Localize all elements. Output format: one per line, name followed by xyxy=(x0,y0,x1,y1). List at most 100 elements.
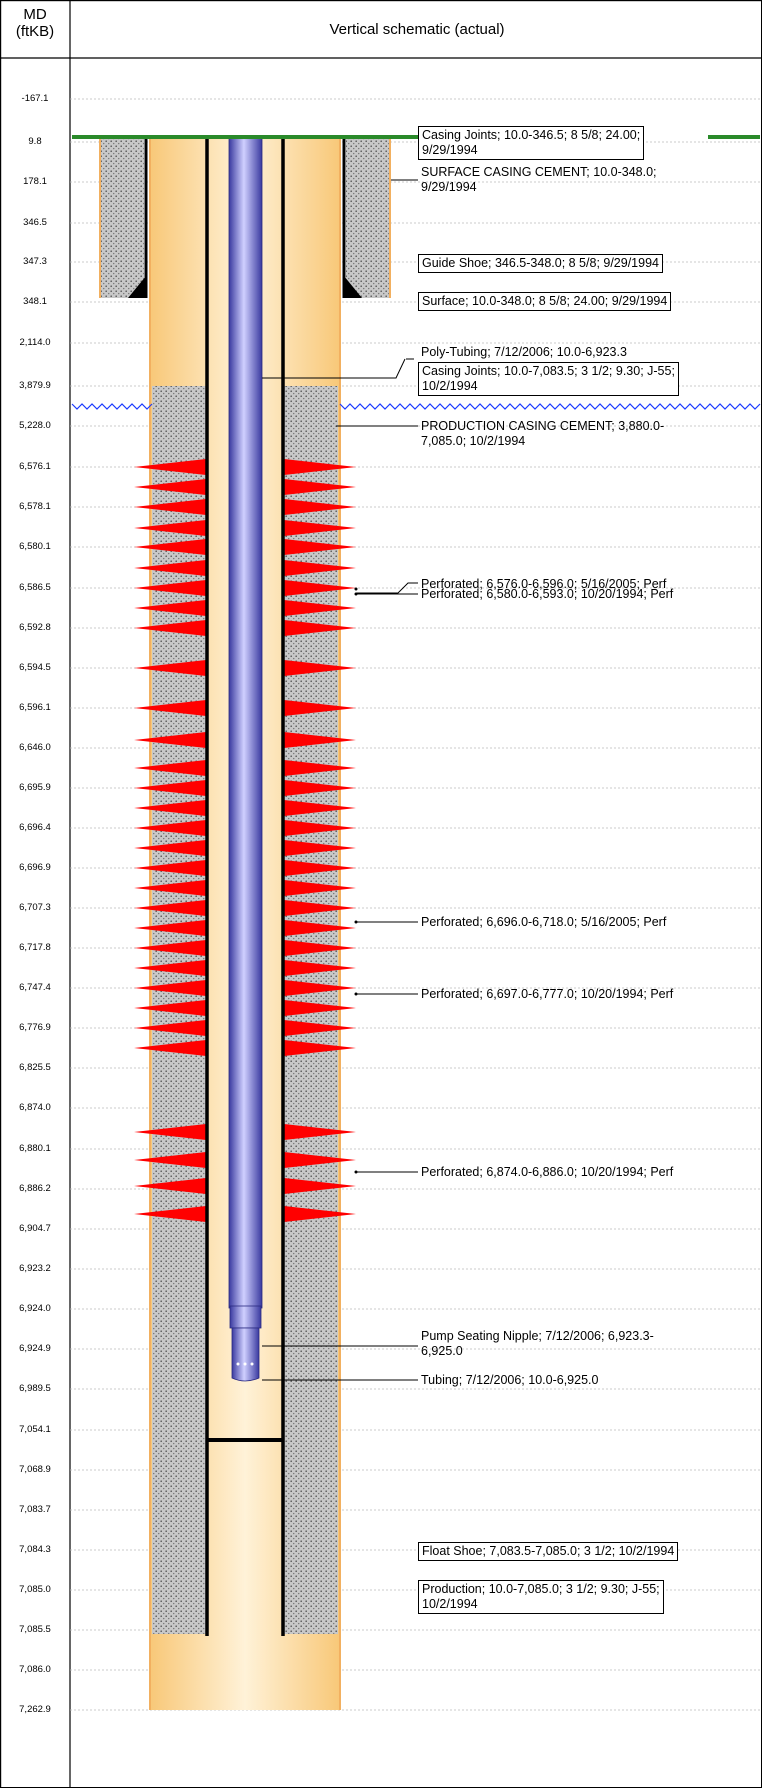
leader-dots xyxy=(354,587,358,1174)
annotation-label: Casing Joints; 10.0-7,083.5; 3 1/2; 9.30… xyxy=(418,362,679,396)
depth-guide-lines xyxy=(2,98,760,1711)
depth-tick-label: 348.1 xyxy=(2,296,68,307)
depth-tick-label: 6,576.1 xyxy=(2,461,68,472)
annotation-line: Perforated; 6,696.0-6,718.0; 5/16/2005; … xyxy=(421,915,667,929)
perforation-spike xyxy=(284,780,356,796)
perforation-spike xyxy=(284,1206,356,1222)
depth-tick-label: 7,084.3 xyxy=(2,1544,68,1555)
perforation-spike xyxy=(284,1178,356,1194)
annotation-line: 9/29/1994 xyxy=(421,180,477,194)
annotation-line: Float Shoe; 7,083.5-7,085.0; 3 1/2; 10/2… xyxy=(422,1544,675,1558)
depth-tick-label: 6,707.3 xyxy=(2,902,68,913)
perforation-spike xyxy=(134,960,206,976)
md-unit: (ftKB) xyxy=(15,23,55,40)
perforation-spike xyxy=(134,820,206,836)
annotation-label: Poly-Tubing; 7/12/2006; 10.0-6,923.3 xyxy=(418,344,630,361)
depth-tick-label: 3,879.9 xyxy=(2,380,68,391)
perforation-spike xyxy=(284,732,356,748)
depth-tick-label: 6,924.0 xyxy=(2,1303,68,1314)
perforation-spike xyxy=(284,580,356,596)
depth-tick-label: -167.1 xyxy=(2,93,68,104)
perforation-spike xyxy=(284,840,356,856)
annotation-line: Production; 10.0-7,085.0; 3 1/2; 9.30; J… xyxy=(422,1582,660,1596)
annotation-label: Casing Joints; 10.0-346.5; 8 5/8; 24.00;… xyxy=(418,126,645,160)
annotation-label: PRODUCTION CASING CEMENT; 3,880.0- 7,085.… xyxy=(418,418,667,450)
perforation-spike xyxy=(284,479,356,495)
depth-tick-label: 6,924.9 xyxy=(2,1343,68,1354)
surface-casing-cement xyxy=(99,138,391,298)
depth-tick-label: 6,904.7 xyxy=(2,1223,68,1234)
perforation-spike xyxy=(284,820,356,836)
depth-tick-label: 7,085.0 xyxy=(2,1584,68,1595)
depth-tick-label: 7,068.9 xyxy=(2,1464,68,1475)
perforation-spike xyxy=(134,980,206,996)
perforation-spike xyxy=(284,660,356,676)
depth-tick-label: 7,054.1 xyxy=(2,1424,68,1435)
perforation-spike xyxy=(284,539,356,555)
annotation-line: Casing Joints; 10.0-7,083.5; 3 1/2; 9.30… xyxy=(422,364,675,378)
perforation-spike xyxy=(134,1124,206,1140)
perforation-spike xyxy=(284,700,356,716)
production-casing xyxy=(205,138,285,1636)
depth-tick-label: 6,696.9 xyxy=(2,862,68,873)
annotation-line: Pump Seating Nipple; 7/12/2006; 6,923.3- xyxy=(421,1329,654,1343)
annotation-label: Perforated; 6,576.0-6,596.0; 5/16/2005; … xyxy=(418,576,669,593)
perforation-spike xyxy=(134,620,206,636)
annotation-line: 7,085.0; 10/2/1994 xyxy=(421,434,526,448)
annotation-line: Perforated; 6,697.0-6,777.0; 10/20/1994;… xyxy=(421,987,674,1001)
depth-tick-label: 346.5 xyxy=(2,217,68,228)
perforation-spike xyxy=(134,860,206,876)
depth-tick-label: 9.8 xyxy=(2,136,68,147)
annotation-line: Guide Shoe; 346.5-348.0; 8 5/8; 9/29/199… xyxy=(422,256,659,270)
annotation-label: Float Shoe; 7,083.5-7,085.0; 3 1/2; 10/2… xyxy=(418,1542,679,1561)
perforation-spike xyxy=(134,479,206,495)
perforation-spike xyxy=(134,499,206,515)
perforation-spike xyxy=(134,580,206,596)
depth-tick-label: 6,578.1 xyxy=(2,501,68,512)
perforation-spike xyxy=(284,880,356,896)
pump-seating-nipple xyxy=(229,1305,262,1329)
annotation-label: SURFACE CASING CEMENT; 10.0-348.0; 9/29/1… xyxy=(418,164,660,196)
annotation-line: Poly-Tubing; 7/12/2006; 10.0-6,923.3 xyxy=(421,345,627,359)
annotation-label: Tubing; 7/12/2006; 10.0-6,925.0 xyxy=(418,1372,601,1389)
perforation-spike xyxy=(134,840,206,856)
perforation-spike xyxy=(284,760,356,776)
perforation-spike xyxy=(284,1020,356,1036)
depth-tick-label: 7,086.0 xyxy=(2,1664,68,1675)
annotation-label: Perforated; 6,874.0-6,886.0; 10/20/1994;… xyxy=(418,1164,676,1181)
perforation-spike xyxy=(284,1124,356,1140)
depth-tick-label: 5,228.0 xyxy=(2,420,68,431)
depth-tick-label: 6,580.1 xyxy=(2,541,68,552)
depth-tick-label: 6,586.5 xyxy=(2,582,68,593)
perforation-spike xyxy=(284,1000,356,1016)
perforation-spike xyxy=(134,732,206,748)
annotation-label: Perforated; 6,580.0-6,593.0; 10/20/1994;… xyxy=(418,586,676,603)
depth-tick-label: 6,594.5 xyxy=(2,662,68,673)
tubing-tail xyxy=(231,1327,260,1382)
depth-tick-label: 6,596.1 xyxy=(2,702,68,713)
perforations xyxy=(134,459,356,1222)
perforation-spike xyxy=(284,940,356,956)
perforation-spike xyxy=(134,1206,206,1222)
annotation-line: Perforated; 6,580.0-6,593.0; 10/20/1994;… xyxy=(421,587,674,601)
perforation-spike xyxy=(134,560,206,576)
md-column-header: MD (ftKB) xyxy=(0,6,70,40)
perforation-spike xyxy=(284,980,356,996)
perforation-spike xyxy=(134,940,206,956)
perforation-spike xyxy=(134,1152,206,1168)
perforation-spike xyxy=(284,459,356,475)
depth-tick-label: 6,717.8 xyxy=(2,942,68,953)
surface-casing xyxy=(144,138,346,298)
depth-tick-label: 6,880.1 xyxy=(2,1143,68,1154)
annotation-line: Surface; 10.0-348.0; 8 5/8; 24.00; 9/29/… xyxy=(422,294,668,308)
perforation-spike xyxy=(284,960,356,976)
annotation-line: Casing Joints; 10.0-346.5; 8 5/8; 24.00; xyxy=(422,128,641,142)
depth-tick-label: 347.3 xyxy=(2,256,68,267)
perforation-spike xyxy=(134,600,206,616)
perforation-spike xyxy=(284,920,356,936)
perforation-spike xyxy=(134,920,206,936)
annotation-label: Perforated; 6,697.0-6,777.0; 10/20/1994;… xyxy=(418,986,676,1003)
perforation-spike xyxy=(284,520,356,536)
annotation-line: PRODUCTION CASING CEMENT; 3,880.0- xyxy=(421,419,665,433)
